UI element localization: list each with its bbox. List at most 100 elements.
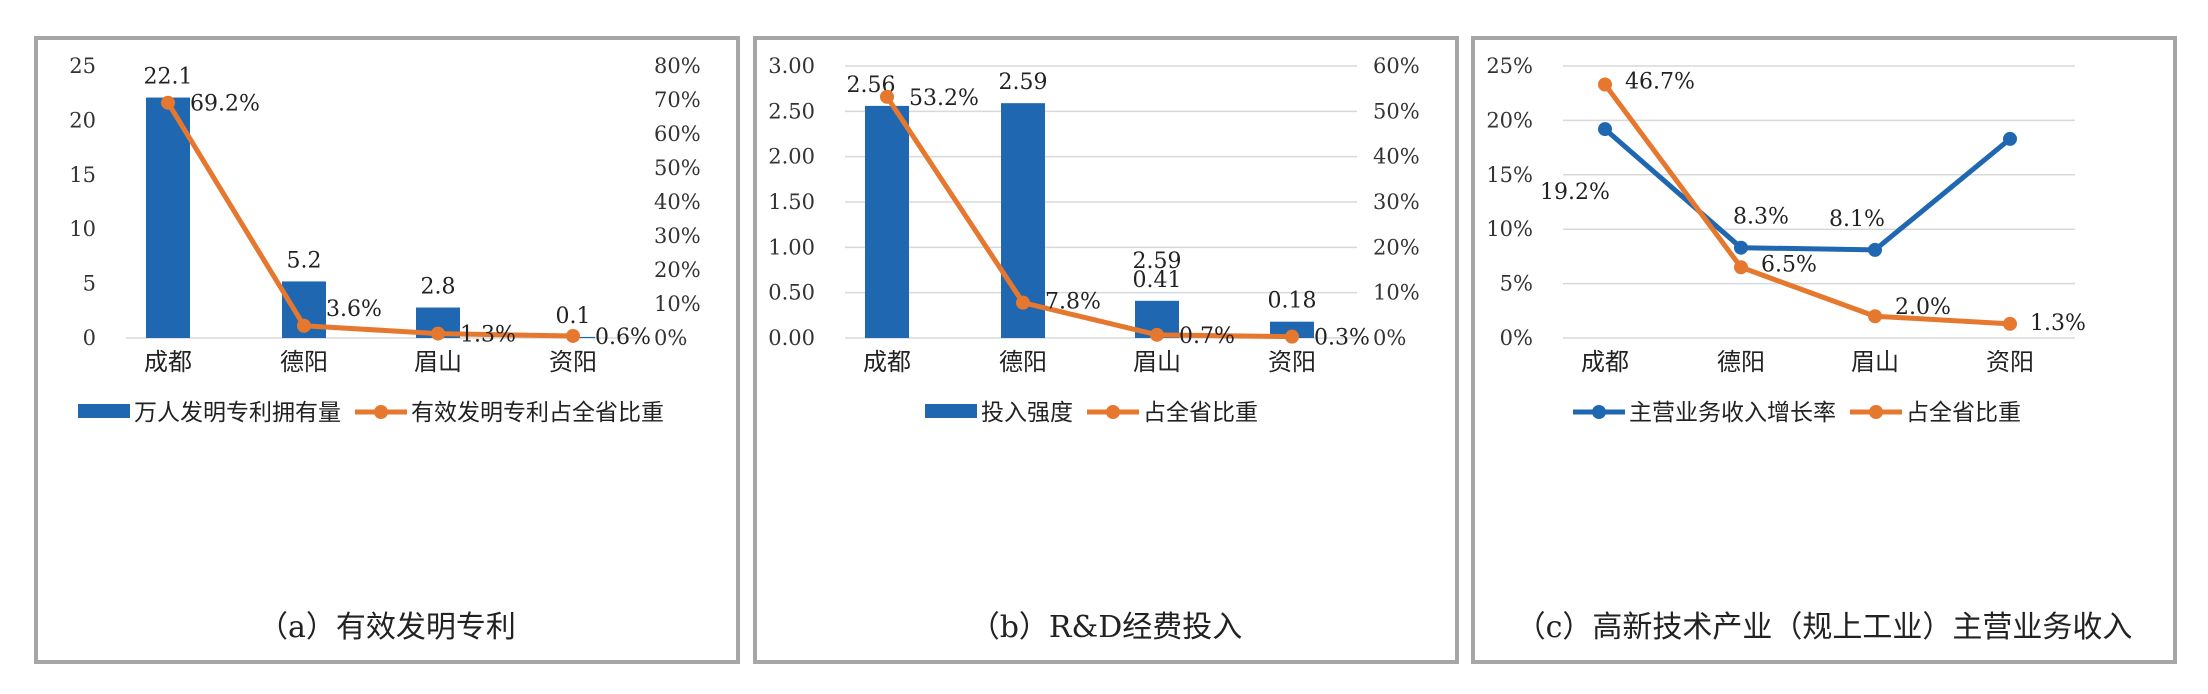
legend-label: 占全省比重 <box>1906 400 2021 426</box>
legend-swatch-marker <box>1592 405 1606 419</box>
series-line <box>1603 127 2012 253</box>
y-right-tick-label: 40% <box>654 190 701 214</box>
series-line <box>884 95 1293 340</box>
line-point <box>2003 316 2017 331</box>
line-point <box>566 328 580 343</box>
y-left-tick-label: 25% <box>1486 54 1533 78</box>
y-right-tick-label: 40% <box>1373 145 1420 169</box>
line-data-label: 69.2% <box>190 92 260 117</box>
stray-data-label: 2.59 <box>1133 249 1182 274</box>
legend-swatch-marker <box>1869 405 1883 419</box>
bar-data-label: 0.18 <box>1268 289 1317 314</box>
bar-data-label: 5.2 <box>287 248 322 273</box>
y-left-tick-label: 5 <box>83 272 96 296</box>
bar-data-label: 2.8 <box>421 275 456 300</box>
line-data-label: 53.2% <box>909 86 979 111</box>
category-label: 德阳 <box>1717 348 1765 376</box>
line-data-label: 0.6% <box>595 325 651 350</box>
category-label: 成都 <box>144 348 192 376</box>
bar-data-label: 0.1 <box>556 304 591 329</box>
y-right-tick-label: 70% <box>654 88 701 112</box>
legend-label: 占全省比重 <box>1143 400 1258 426</box>
y-left-tick-label: 25 <box>69 54 96 78</box>
series-line <box>1602 83 2011 327</box>
line-data-label: 7.8% <box>1045 290 1101 315</box>
category-label: 德阳 <box>280 348 328 376</box>
bar <box>865 105 909 338</box>
y-right-tick-label: 10% <box>1373 281 1420 305</box>
category-label: 成都 <box>1581 348 1629 376</box>
chart-a-svg: 0 5 10 15 20 25 0% 10% 20% 30% 40% 50% 60% 70% 80% 成都 德阳… <box>69 54 701 426</box>
line-point <box>1285 329 1299 344</box>
y-right-tick-label: 80% <box>654 54 701 78</box>
y-left-tick-label: 2.00 <box>768 145 815 169</box>
line-data-label: 8.3% <box>1733 205 1789 230</box>
chart-b-caption: （b）R&D经费投入 <box>969 610 1243 645</box>
line-data-label: 0.7% <box>1179 324 1235 349</box>
y-left-tick-label: 20 <box>69 108 96 132</box>
category-label: 眉山 <box>414 348 462 376</box>
legend-swatch-bar <box>925 404 977 418</box>
line-point <box>2003 131 2017 146</box>
y-left-tick-label: 0 <box>83 326 96 350</box>
category-label: 成都 <box>863 348 911 376</box>
y-left-tick-label: 0.50 <box>768 281 815 305</box>
line-point <box>1150 327 1164 342</box>
bar <box>146 97 190 338</box>
category-label: 眉山 <box>1851 348 1899 376</box>
line-data-label: 6.5% <box>1761 252 1817 277</box>
y-left-tick-label: 10% <box>1486 217 1533 241</box>
category-label: 资阳 <box>549 348 597 376</box>
line-data-label: 19.2% <box>1540 180 1610 205</box>
y-right-tick-label: 60% <box>654 122 701 146</box>
y-right-tick-label: 20% <box>1373 235 1420 259</box>
category-label: 德阳 <box>999 348 1047 376</box>
chart-a-caption: （a）有效发明专利 <box>258 610 516 645</box>
line-point <box>1598 77 1612 92</box>
legend-label: 投入强度 <box>981 400 1073 426</box>
line-data-label: 2.0% <box>1895 295 1951 320</box>
line-point <box>880 89 894 104</box>
y-left-tick-label: 5% <box>1500 272 1533 296</box>
bar-data-label: 0.41 <box>1133 268 1182 293</box>
category-label: 资阳 <box>1268 348 1316 376</box>
legend-swatch-marker <box>374 405 388 419</box>
y-left-tick-label: 3.00 <box>768 54 815 78</box>
y-right-tick-label: 0% <box>654 326 687 350</box>
legend-swatch-bar <box>78 404 130 418</box>
bar-data-label: 22.1 <box>144 65 193 90</box>
y-left-tick-label: 10 <box>69 217 96 241</box>
legend-label: 万人发明专利拥有量 <box>134 400 341 426</box>
legend-swatch-marker <box>1106 405 1120 419</box>
y-left-tick-label: 1.50 <box>768 190 815 214</box>
line-point <box>1734 240 1748 255</box>
y-left-tick-label: 15 <box>69 163 96 187</box>
series-line <box>165 101 574 339</box>
line-data-label: 8.1% <box>1829 207 1885 232</box>
y-right-tick-label: 50% <box>654 156 701 180</box>
y-left-tick-label: 0% <box>1500 326 1533 350</box>
y-left-tick-label: 0.00 <box>768 326 815 350</box>
category-label: 资阳 <box>1986 348 2034 376</box>
line-data-label: 0.3% <box>1314 326 1370 351</box>
legend-label: 主营业务收入增长率 <box>1629 400 1836 426</box>
y-left-tick-label: 20% <box>1486 108 1533 132</box>
chart-panel-b: 0.00 0.50 1.00 1.50 2.00 2.50 3.00 0% 10% 20% 30% 4… <box>753 36 1459 664</box>
line-data-label: 46.7% <box>1625 69 1695 94</box>
line-point <box>431 326 445 341</box>
y-right-tick-label: 50% <box>1373 99 1420 123</box>
y-right-tick-label: 30% <box>654 224 701 248</box>
y-right-tick-label: 30% <box>1373 190 1420 214</box>
line-data-label: 1.3% <box>460 323 516 348</box>
bar-data-label: 2.59 <box>999 70 1048 95</box>
line-data-label: 3.6% <box>326 297 382 322</box>
line-data-label: 1.3% <box>2030 311 2086 336</box>
chart-panel-c: 0% 5% 10% 15% 20% 25% 成都 德阳 眉山 资阳 19.2% 8.3% 8.1% 46.… <box>1471 36 2177 664</box>
line-point <box>1016 295 1030 310</box>
line-point <box>161 95 175 110</box>
y-left-tick-label: 2.50 <box>768 99 815 123</box>
chart-panel-a: 0 5 10 15 20 25 0% 10% 20% 30% 40% 50% 60% 70% 80% 成都 德阳… <box>34 36 740 664</box>
legend-label: 有效发明专利占全省比重 <box>411 400 664 426</box>
y-right-tick-label: 0% <box>1373 326 1406 350</box>
y-left-tick-label: 1.00 <box>768 235 815 259</box>
